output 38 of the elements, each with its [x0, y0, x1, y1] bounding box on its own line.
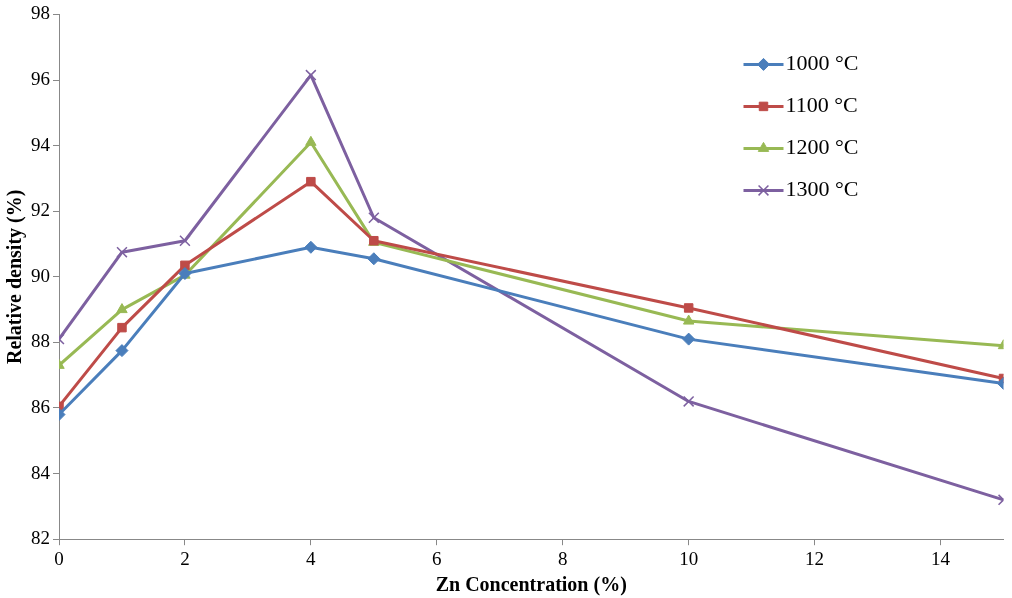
legend-label: 1200 °C: [785, 134, 859, 160]
point: [367, 252, 381, 266]
y-tick-label: 90: [31, 264, 50, 286]
legend-label: 1000 °C: [785, 50, 859, 76]
point: [682, 395, 695, 408]
x-tick-label: 4: [306, 547, 317, 569]
point: [304, 240, 318, 254]
point: [683, 303, 694, 313]
y-axis-title: Relative density (%): [3, 189, 27, 365]
x-tick-label: 8: [557, 547, 568, 569]
point: [682, 332, 696, 346]
y-tick-label: 94: [31, 133, 51, 155]
legend-label: 1300 °C: [785, 176, 859, 202]
y-tick-label: 92: [31, 199, 50, 221]
x-tick-label: 6: [432, 547, 442, 569]
y-tick-label: 84: [31, 461, 51, 483]
point: [179, 235, 191, 247]
y-tick-label: 82: [31, 527, 50, 549]
x-tick-label: 10: [679, 547, 699, 569]
point: [116, 303, 128, 314]
x-tick-label: 12: [805, 547, 825, 569]
legend-label: 1100 °C: [785, 92, 858, 118]
point: [306, 176, 316, 187]
y-tick-label: 86: [31, 395, 50, 417]
point: [116, 246, 128, 258]
x-tick-label: 0: [54, 547, 64, 569]
point: [682, 314, 695, 325]
y-tick-label: 96: [31, 67, 50, 89]
x-axis-title: Zn Concentration (%): [435, 573, 627, 597]
y-tick-label: 88: [31, 330, 50, 352]
point: [368, 212, 380, 224]
point: [305, 69, 317, 81]
x-tick-label: 14: [931, 547, 951, 569]
point: [117, 322, 127, 333]
x-tick-label: 2: [180, 547, 190, 569]
point: [115, 344, 129, 358]
y-tick-label: 98: [31, 2, 50, 24]
point: [305, 135, 317, 146]
